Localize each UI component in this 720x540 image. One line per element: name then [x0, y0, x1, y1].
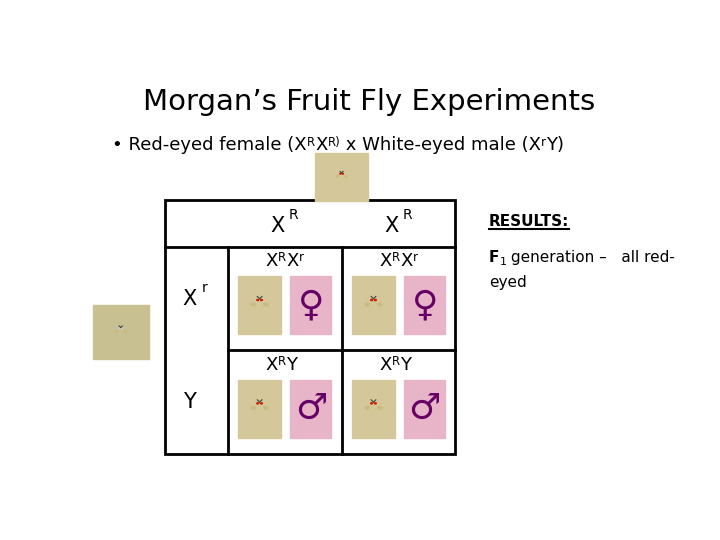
Ellipse shape: [123, 330, 127, 332]
Text: generation –   all red-: generation – all red-: [506, 251, 675, 265]
Ellipse shape: [371, 299, 376, 302]
Ellipse shape: [256, 302, 263, 310]
Ellipse shape: [256, 406, 263, 414]
Ellipse shape: [264, 303, 269, 306]
Text: RESULTS:: RESULTS:: [489, 214, 570, 230]
Bar: [238, 276, 282, 334]
Ellipse shape: [340, 173, 343, 175]
Text: R: R: [392, 355, 400, 368]
Ellipse shape: [365, 407, 370, 409]
Text: X: X: [315, 136, 328, 154]
Text: r: r: [299, 252, 304, 265]
Text: r: r: [541, 136, 546, 149]
Ellipse shape: [371, 402, 376, 406]
Text: X: X: [270, 216, 284, 236]
Text: X: X: [183, 288, 197, 308]
Text: R: R: [307, 136, 315, 149]
Ellipse shape: [121, 328, 122, 329]
Ellipse shape: [377, 303, 382, 306]
Text: R: R: [278, 355, 287, 368]
Ellipse shape: [251, 303, 256, 306]
Text: X: X: [379, 356, 392, 374]
Ellipse shape: [251, 407, 256, 409]
Ellipse shape: [261, 299, 262, 301]
Text: ♂: ♂: [294, 392, 327, 426]
Ellipse shape: [261, 403, 262, 404]
Ellipse shape: [371, 403, 372, 404]
Bar: [166, 200, 456, 454]
Text: Y: Y: [400, 356, 411, 374]
Ellipse shape: [370, 302, 377, 310]
Bar: [315, 153, 368, 201]
Text: X: X: [384, 216, 398, 236]
Text: eyed: eyed: [489, 275, 527, 291]
Text: Y: Y: [184, 392, 196, 412]
Bar: [290, 380, 331, 437]
Bar: [404, 276, 445, 334]
Text: 1: 1: [500, 257, 506, 267]
Bar: [93, 305, 148, 359]
Text: R: R: [402, 208, 413, 222]
Text: r: r: [202, 281, 207, 295]
Ellipse shape: [370, 406, 377, 414]
Text: X: X: [287, 253, 299, 271]
Text: ♀: ♀: [297, 288, 324, 322]
Text: X: X: [400, 253, 413, 271]
Ellipse shape: [257, 403, 258, 404]
Text: Y): Y): [546, 136, 564, 154]
Ellipse shape: [371, 299, 372, 301]
Ellipse shape: [119, 328, 122, 330]
Text: Y: Y: [287, 356, 297, 374]
Ellipse shape: [374, 299, 377, 301]
Text: Morgan’s Fruit Fly Experiments: Morgan’s Fruit Fly Experiments: [143, 87, 595, 116]
Text: R): R): [328, 136, 340, 149]
Ellipse shape: [342, 173, 343, 174]
Ellipse shape: [340, 173, 341, 174]
Bar: [290, 276, 331, 334]
Bar: [238, 380, 282, 437]
Text: R: R: [278, 252, 287, 265]
Ellipse shape: [336, 176, 339, 178]
Text: R: R: [392, 252, 400, 265]
Ellipse shape: [365, 303, 370, 306]
Text: F: F: [489, 251, 500, 265]
Bar: [352, 380, 395, 437]
Ellipse shape: [340, 175, 343, 180]
Ellipse shape: [377, 407, 382, 409]
Bar: [352, 276, 395, 334]
Ellipse shape: [257, 299, 262, 302]
Ellipse shape: [119, 330, 123, 335]
Text: r: r: [413, 252, 418, 265]
Ellipse shape: [115, 330, 118, 332]
Text: • Red-eyed female (X: • Red-eyed female (X: [112, 136, 307, 154]
Ellipse shape: [257, 402, 262, 406]
Text: x White-eyed male (X: x White-eyed male (X: [340, 136, 541, 154]
Text: X: X: [379, 253, 392, 271]
Ellipse shape: [264, 407, 269, 409]
Ellipse shape: [257, 299, 258, 301]
Bar: [404, 380, 445, 437]
Text: R: R: [289, 208, 298, 222]
Ellipse shape: [119, 328, 120, 329]
Text: X: X: [266, 253, 278, 271]
Ellipse shape: [374, 403, 377, 404]
Text: X: X: [266, 356, 278, 374]
Ellipse shape: [344, 176, 347, 178]
Text: ♂: ♂: [408, 392, 441, 426]
Text: ♀: ♀: [412, 288, 438, 322]
